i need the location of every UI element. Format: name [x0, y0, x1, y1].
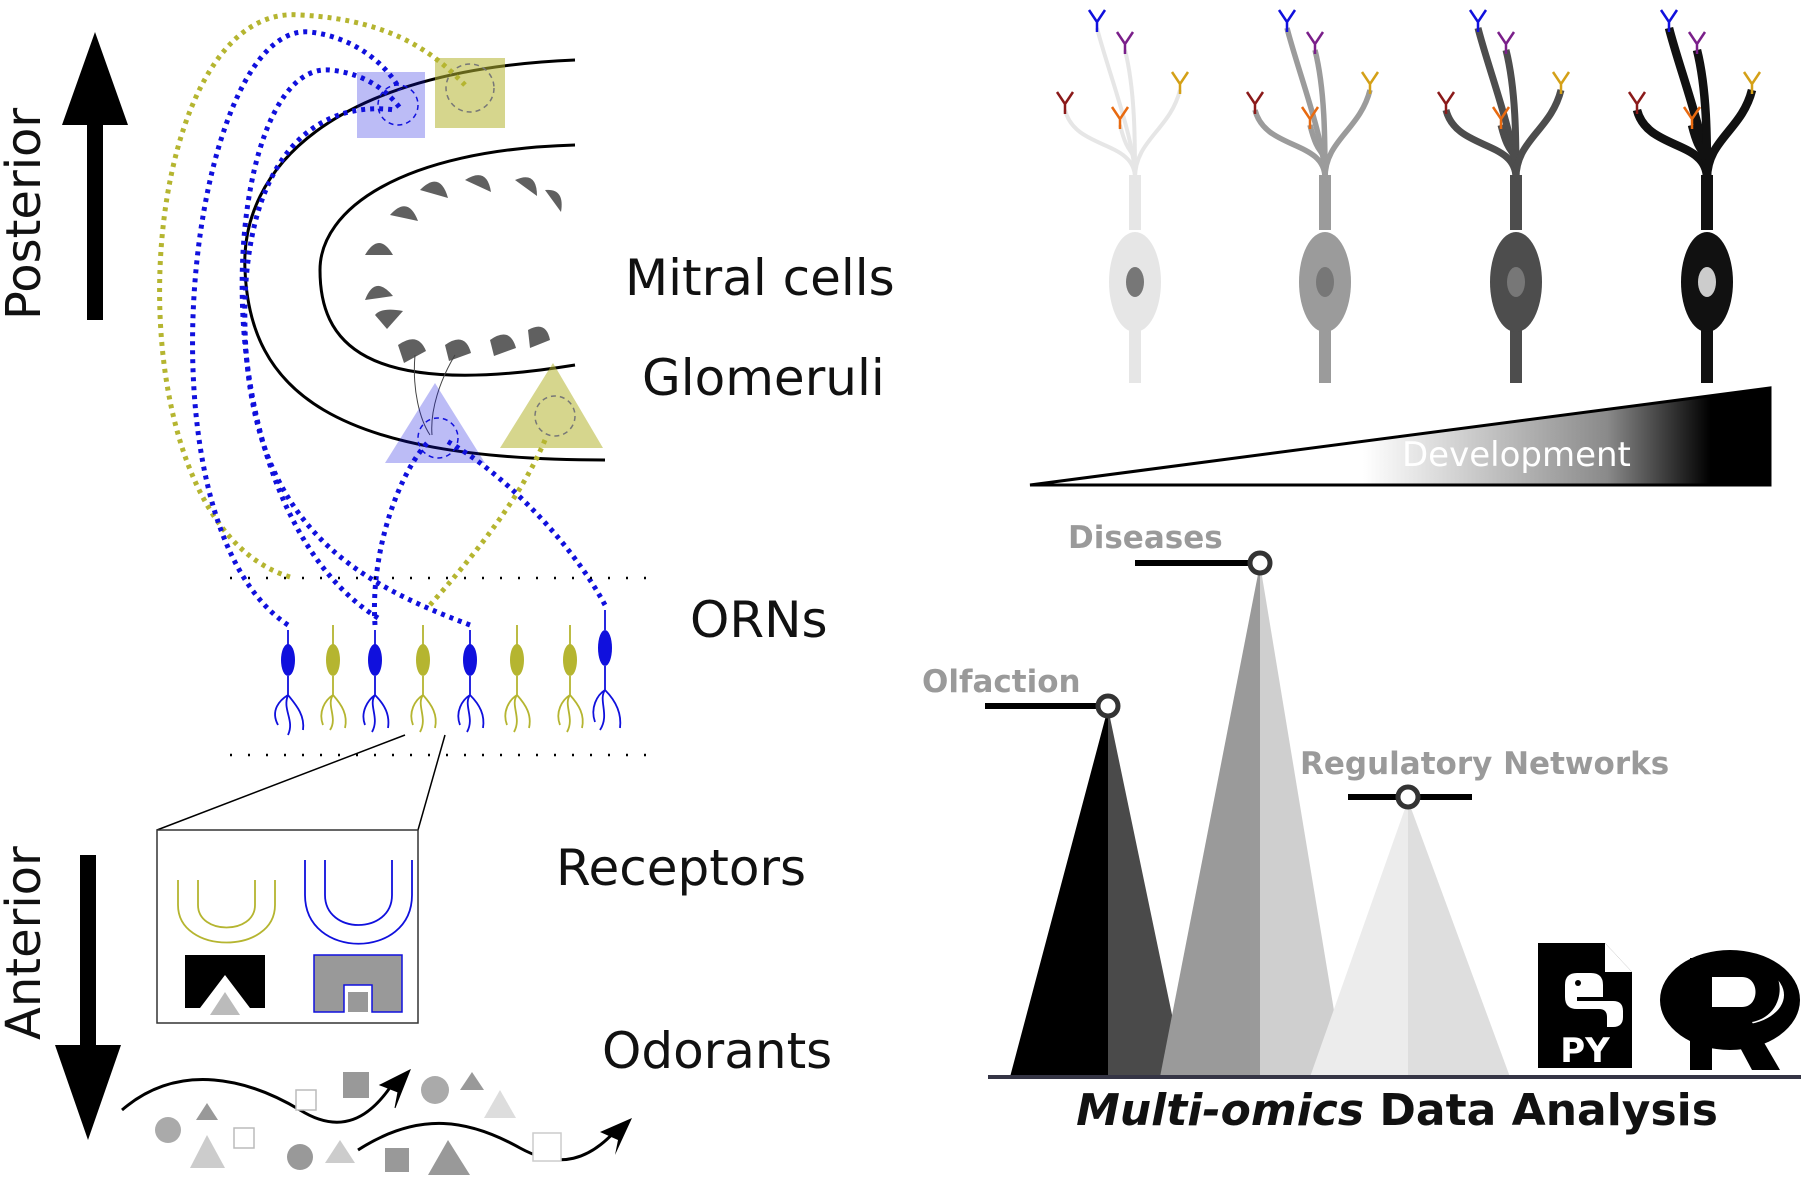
odorant-triangle — [210, 992, 240, 1015]
receptor-tuft-icon — [1627, 91, 1647, 114]
receptor-tuft-icon — [1468, 9, 1488, 32]
receptor-box — [156, 829, 419, 1024]
mitral-development-stages — [1055, 9, 1762, 383]
python-logo-text: PY — [1560, 1031, 1610, 1071]
receptor-tuft-icon — [1496, 31, 1516, 54]
receptor-tuft-icon — [1436, 91, 1456, 114]
glomerulus-olive-square — [435, 58, 505, 128]
peak-diseases — [1160, 564, 1345, 1077]
stage-nucleus — [1316, 267, 1334, 297]
receptor-tuft-icon — [1659, 9, 1679, 32]
multi-omics-title: Multi-omics Data Analysis — [1076, 1085, 1718, 1136]
orns-label: ORNs — [690, 591, 828, 649]
receptor-tuft-icon — [1170, 71, 1190, 94]
mitral-cells-label: Mitral cells — [625, 249, 895, 307]
odorant-binding-site-black — [185, 955, 265, 1008]
peak-label-olfaction: Olfaction — [922, 664, 1081, 700]
stage-nucleus — [1126, 267, 1144, 297]
orn-neuron-blue — [274, 630, 305, 736]
receptor-tuft-icon — [1277, 9, 1297, 32]
receptor-tuft-icon — [1300, 106, 1320, 129]
mitral-stage-3 — [1436, 9, 1571, 383]
odorants-label: Odorants — [602, 1022, 832, 1080]
mitral-stage-2 — [1245, 9, 1380, 383]
posterior-arrow — [62, 32, 128, 320]
zoom-line-right — [417, 734, 446, 831]
orn-neuron-blue — [457, 630, 485, 733]
peak-marker-regulatory-networks — [1348, 784, 1472, 810]
orn-neurons — [274, 610, 622, 736]
receptor-tuft-icon — [1491, 106, 1511, 129]
posterior-label: Posterior — [0, 108, 52, 320]
orn-neuron-olive — [504, 625, 531, 733]
receptor-tuft-icon — [1551, 71, 1571, 94]
peak-label-diseases: Diseases — [1068, 520, 1223, 556]
anterior-arrow — [55, 855, 121, 1140]
peak-label-regulatory-networks: Regulatory Networks — [1300, 746, 1669, 782]
orn-neuron-blue — [592, 610, 622, 731]
orn-neuron-olive — [557, 625, 584, 733]
odorant-cloud — [121, 1068, 632, 1175]
peak-marker-diseases — [1135, 550, 1273, 576]
receptor-tuft-icon — [1087, 9, 1107, 32]
stage-dendrite-branch — [1322, 89, 1373, 179]
peak-olfaction — [1010, 708, 1185, 1077]
python-logo: PY — [1538, 943, 1632, 1071]
development-wedge — [1029, 386, 1772, 487]
receptor-olive — [177, 880, 276, 944]
mitral-stage-4 — [1627, 9, 1762, 383]
orn-neuron-olive — [320, 625, 347, 731]
receptor-tuft-icon — [1115, 31, 1135, 54]
axon-projections-blue — [190, 29, 608, 628]
glomerulus-blue-square — [357, 72, 425, 138]
development-label: Development — [1402, 435, 1631, 475]
stage-nucleus — [1507, 267, 1525, 297]
odorant-binding-site-gray — [313, 954, 403, 1013]
glomeruli-label: Glomeruli — [642, 349, 885, 407]
stage-dendrite-branch — [1095, 27, 1137, 179]
anterior-label: Anterior — [0, 846, 52, 1040]
stage-dendrite-branch — [1702, 88, 1757, 179]
multi-omics-title-italic: Multi-omics — [1076, 1085, 1364, 1136]
mitral-cells — [365, 175, 562, 363]
receptor-tuft-icon — [1682, 106, 1702, 129]
zoom-line-left — [156, 734, 406, 831]
stage-dendrite-branch — [1284, 27, 1328, 179]
orn-neuron-blue — [362, 630, 390, 733]
receptor-tuft-icon — [1110, 106, 1130, 129]
stage-nucleus — [1698, 267, 1716, 297]
glomerulus-olive-triangle — [500, 363, 603, 448]
receptor-tuft-icon — [1742, 71, 1762, 94]
receptor-blue — [304, 860, 413, 945]
stage-dendrite-branch — [1063, 109, 1137, 179]
r-logo — [1660, 950, 1800, 1070]
axon-projections-olive — [157, 12, 548, 607]
stage-dendrite-branch — [1512, 89, 1565, 179]
receptor-tuft-icon — [1305, 31, 1325, 54]
multi-omics-title-rest: Data Analysis — [1364, 1085, 1718, 1136]
mitral-stage-1 — [1055, 9, 1190, 383]
orn-neuron-olive — [410, 625, 437, 733]
mitral-dendrites — [413, 354, 456, 436]
receptor-tuft-icon — [1360, 71, 1380, 94]
receptor-tuft-icon — [1245, 91, 1265, 114]
odorant-square — [348, 992, 368, 1012]
receptor-tuft-icon — [1687, 31, 1707, 54]
glomerulus-blue-triangle — [385, 383, 485, 463]
peak-marker-olfaction — [985, 693, 1121, 719]
receptors-label: Receptors — [556, 839, 806, 897]
receptor-tuft-icon — [1055, 91, 1075, 114]
peak-regulatory-networks — [1310, 800, 1510, 1077]
stage-dendrite-branch — [1133, 89, 1182, 179]
